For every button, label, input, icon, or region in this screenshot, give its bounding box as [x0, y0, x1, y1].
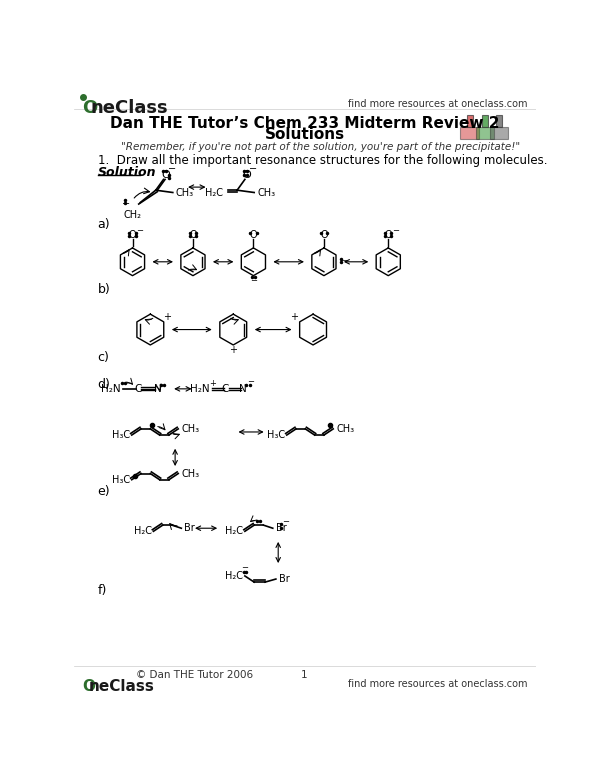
Text: CH₃: CH₃ — [176, 188, 194, 197]
Text: CH₃: CH₃ — [257, 188, 275, 197]
Text: N: N — [239, 384, 247, 393]
Polygon shape — [461, 127, 479, 139]
Text: −: − — [283, 517, 289, 527]
Text: H₂C: H₂C — [226, 571, 243, 581]
Polygon shape — [490, 127, 508, 139]
Text: Solution: Solution — [98, 166, 156, 179]
Text: −: − — [136, 226, 143, 236]
Text: C: C — [222, 384, 229, 393]
Text: −: − — [249, 165, 256, 174]
Text: −: − — [392, 226, 399, 236]
Text: H₂N: H₂N — [101, 384, 121, 393]
Text: 1.  Draw all the important resonance structures for the following molecules.: 1. Draw all the important resonance stru… — [98, 154, 547, 167]
Polygon shape — [476, 127, 494, 139]
Text: Solutions: Solutions — [265, 127, 345, 142]
Text: f): f) — [98, 584, 107, 597]
Text: a): a) — [98, 218, 110, 231]
Text: H₃C: H₃C — [112, 475, 130, 484]
Text: O: O — [249, 230, 257, 239]
Polygon shape — [482, 116, 488, 127]
Text: neClass: neClass — [90, 99, 168, 116]
Text: O: O — [384, 230, 392, 239]
Text: 1: 1 — [301, 670, 308, 680]
Text: find more resources at oneclass.com: find more resources at oneclass.com — [348, 99, 528, 109]
Text: C: C — [134, 384, 142, 393]
Text: CH₃: CH₃ — [336, 424, 355, 434]
Text: −: − — [248, 377, 255, 386]
Polygon shape — [466, 116, 472, 127]
Polygon shape — [496, 116, 502, 127]
Text: O: O — [82, 679, 95, 694]
Text: CH₃: CH₃ — [181, 469, 199, 478]
Text: c): c) — [98, 351, 109, 364]
Text: CH₃: CH₃ — [181, 424, 199, 434]
Text: O: O — [320, 230, 328, 239]
Text: H₂C: H₂C — [226, 527, 243, 536]
Text: −: − — [250, 276, 257, 286]
Text: O: O — [189, 230, 197, 239]
Text: b): b) — [98, 283, 111, 296]
Text: find more resources at oneclass.com: find more resources at oneclass.com — [348, 679, 528, 689]
Text: d): d) — [98, 379, 111, 391]
Text: −: − — [242, 563, 248, 572]
Text: O: O — [82, 99, 98, 116]
Text: © Dan THE Tutor 2006: © Dan THE Tutor 2006 — [136, 670, 253, 680]
Text: −: − — [340, 256, 347, 265]
Text: H₃C: H₃C — [112, 430, 130, 440]
Text: neClass: neClass — [89, 679, 155, 694]
Text: Br: Br — [279, 574, 290, 584]
Text: N: N — [154, 384, 162, 393]
Text: "Remember, if you're not part of the solution, you're part of the precipitate!": "Remember, if you're not part of the sol… — [121, 142, 520, 152]
Text: +: + — [209, 379, 216, 388]
Text: H₂N: H₂N — [190, 384, 210, 393]
Text: Dan THE Tutor’s Chem 233 Midterm Review 2: Dan THE Tutor’s Chem 233 Midterm Review … — [110, 116, 499, 130]
Text: H₃C: H₃C — [267, 430, 285, 440]
Text: −: − — [168, 165, 176, 174]
Text: Br: Br — [276, 524, 287, 533]
Text: +: + — [290, 313, 299, 322]
Text: Br: Br — [184, 524, 195, 533]
Text: +: + — [164, 313, 171, 322]
Text: H₂C: H₂C — [134, 527, 152, 536]
Text: O: O — [161, 170, 170, 179]
Text: O: O — [129, 230, 136, 239]
Text: H₂C: H₂C — [205, 188, 223, 197]
Text: −: − — [122, 199, 130, 209]
Text: +: + — [229, 346, 237, 355]
Text: CH₂: CH₂ — [124, 210, 142, 220]
Text: O: O — [243, 170, 252, 179]
Text: e): e) — [98, 485, 110, 498]
